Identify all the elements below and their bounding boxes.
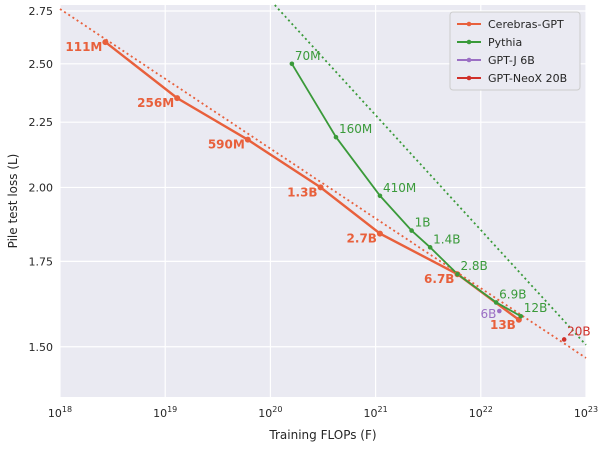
fit-line — [59, 8, 587, 359]
point-label: 590M — [208, 138, 245, 152]
series-points — [102, 39, 567, 342]
point-label: 13B — [490, 318, 516, 332]
series-line — [291, 63, 522, 317]
x-tick-label: 1023 — [574, 405, 598, 420]
legend-swatch-marker — [466, 39, 472, 45]
data-point — [244, 136, 251, 143]
point-label: 1B — [415, 216, 431, 230]
y-axis-label: Pile test loss (L) — [6, 154, 20, 249]
data-point — [333, 134, 339, 140]
x-tick-label: 1022 — [469, 405, 493, 420]
point-label: 2.8B — [460, 259, 487, 273]
y-tick-label: 2.50 — [29, 58, 54, 71]
data-point — [409, 228, 414, 233]
data-point — [289, 61, 295, 67]
point-label: 6.7B — [424, 272, 454, 286]
data-point — [174, 95, 181, 102]
point-label: 2.7B — [347, 232, 377, 246]
point-label: 6B — [480, 307, 496, 321]
fit-lines — [59, 4, 587, 359]
fit-line — [274, 4, 587, 346]
point-label: 160M — [339, 122, 372, 136]
legend-entry-label: Pythia — [488, 36, 522, 49]
y-tick-label: 2.75 — [29, 5, 54, 18]
data-point — [561, 337, 567, 342]
data-point — [102, 39, 109, 46]
x-tick-label: 1020 — [258, 405, 282, 420]
data-point — [376, 230, 383, 237]
legend-swatch-marker — [466, 57, 472, 63]
point-label: 410M — [383, 181, 416, 195]
point-label: 6.9B — [499, 287, 526, 301]
y-tick-label: 2.25 — [29, 116, 54, 129]
x-tick-labels: 1018 1019 1020 1021 1022 1023 — [48, 405, 598, 420]
x-tick-label: 1018 — [48, 405, 72, 420]
legend-swatch-marker — [466, 75, 472, 81]
x-axis-label: Training FLOPs (F) — [268, 428, 376, 442]
data-point — [518, 313, 524, 319]
point-label: 70M — [295, 49, 321, 63]
data-point — [497, 308, 502, 314]
legend-entry-label: GPT-J 6B — [488, 54, 535, 67]
x-tick-label: 1019 — [153, 405, 177, 420]
y-tick-label: 1.75 — [29, 255, 54, 268]
y-tick-labels: 1.50 1.75 2.00 2.25 2.50 2.75 — [29, 5, 54, 354]
point-label: 1.3B — [287, 185, 317, 199]
x-tick-label: 1021 — [364, 405, 388, 420]
legend-swatch-marker — [466, 21, 472, 27]
legend: Cerebras-GPT Pythia GPT-J 6B GPT-NeoX 20B — [449, 11, 581, 91]
legend-box — [449, 11, 581, 91]
data-point — [317, 184, 324, 191]
data-point — [377, 193, 383, 199]
point-label: 256M — [137, 96, 174, 110]
point-label: 111M — [65, 40, 102, 54]
point-label: 1.4B — [433, 232, 460, 246]
data-point — [427, 245, 433, 250]
point-label: 20B — [567, 324, 591, 338]
y-tick-label: 2.00 — [29, 181, 54, 194]
point-label: 12B — [524, 301, 548, 315]
y-tick-label: 1.50 — [29, 341, 54, 354]
legend-entry-label: GPT-NeoX 20B — [488, 72, 567, 85]
data-point — [493, 300, 499, 305]
legend-entry-label: Cerebras-GPT — [488, 18, 564, 31]
point-labels: 111M 256M 590M 1.3B 2.7B 6.7B 13B 70M 160M 410M 1B… — [65, 40, 590, 338]
data-point — [455, 271, 460, 277]
